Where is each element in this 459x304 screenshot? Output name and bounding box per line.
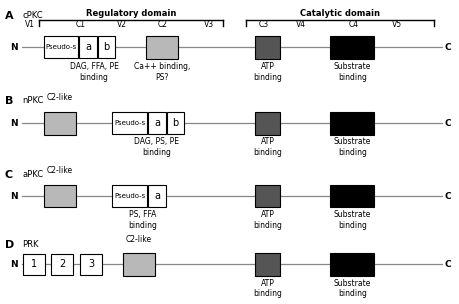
Text: N: N — [10, 260, 17, 269]
Bar — [80, 254, 102, 275]
Text: C4: C4 — [348, 20, 358, 29]
Text: ATP
binding: ATP binding — [253, 137, 282, 157]
Text: C2-like: C2-like — [47, 166, 73, 175]
Text: D: D — [5, 240, 14, 250]
Text: C: C — [444, 260, 451, 269]
Text: N: N — [10, 119, 17, 128]
Text: Ca++ binding,
PS?: Ca++ binding, PS? — [134, 62, 190, 82]
Text: C: C — [5, 170, 13, 180]
Text: ATP
binding: ATP binding — [253, 210, 282, 230]
Bar — [255, 185, 280, 208]
Text: Substrate
binding: Substrate binding — [334, 137, 371, 157]
Text: ATP
binding: ATP binding — [253, 62, 282, 82]
Text: 2: 2 — [59, 260, 66, 269]
Text: Substrate
binding: Substrate binding — [334, 279, 371, 299]
Text: C3: C3 — [259, 20, 269, 29]
Text: Regulatory domain: Regulatory domain — [86, 9, 176, 18]
Text: 1: 1 — [31, 260, 37, 269]
Text: b: b — [103, 42, 110, 52]
Text: V4: V4 — [296, 20, 306, 29]
Bar — [44, 185, 76, 208]
Text: PS, FFA
binding: PS, FFA binding — [128, 210, 157, 230]
Text: Catalytic domain: Catalytic domain — [300, 9, 380, 18]
Bar — [51, 254, 73, 275]
Bar — [79, 36, 97, 58]
Bar — [146, 36, 178, 59]
Text: a: a — [85, 42, 91, 52]
Bar — [330, 185, 374, 208]
Text: C2-like: C2-like — [126, 235, 152, 244]
Text: nPKC: nPKC — [22, 96, 44, 105]
Text: 3: 3 — [88, 260, 94, 269]
Bar — [148, 185, 166, 207]
Text: Substrate
binding: Substrate binding — [334, 62, 371, 82]
Bar — [255, 253, 280, 276]
Text: Pseudo-s: Pseudo-s — [114, 193, 146, 199]
Text: N: N — [10, 43, 17, 52]
Bar — [112, 112, 147, 134]
Text: ATP
binding: ATP binding — [253, 279, 282, 299]
Text: PRK: PRK — [22, 240, 39, 249]
Text: C: C — [444, 192, 451, 201]
Text: Pseudo-s: Pseudo-s — [45, 44, 77, 50]
Bar — [330, 36, 374, 59]
Bar — [167, 112, 184, 134]
Text: C2-like: C2-like — [47, 93, 73, 102]
Text: V1: V1 — [25, 20, 35, 29]
Text: C: C — [444, 43, 451, 52]
Bar — [330, 253, 374, 276]
Bar — [98, 36, 115, 58]
Bar — [255, 36, 280, 59]
Text: V3: V3 — [204, 20, 214, 29]
Text: C: C — [444, 119, 451, 128]
Bar — [44, 112, 76, 135]
Bar — [112, 185, 147, 207]
Text: DAG, PS, PE
binding: DAG, PS, PE binding — [134, 137, 179, 157]
Text: C2: C2 — [158, 20, 168, 29]
Bar — [330, 112, 374, 135]
Bar — [123, 253, 155, 276]
Text: V5: V5 — [392, 20, 402, 29]
Text: a: a — [154, 118, 160, 128]
Bar — [148, 112, 166, 134]
Text: V2: V2 — [117, 20, 127, 29]
Text: aPKC: aPKC — [22, 170, 43, 179]
Text: cPKC: cPKC — [22, 11, 43, 20]
Text: a: a — [154, 191, 160, 201]
Text: Substrate
binding: Substrate binding — [334, 210, 371, 230]
Text: b: b — [172, 118, 179, 128]
Bar — [44, 36, 78, 58]
Text: DAG, FFA, PE
binding: DAG, FFA, PE binding — [70, 62, 118, 82]
Text: N: N — [10, 192, 17, 201]
Text: C1: C1 — [75, 20, 85, 29]
Text: Pseudo-s: Pseudo-s — [114, 120, 146, 126]
Text: B: B — [5, 96, 13, 106]
Bar — [255, 112, 280, 135]
Text: A: A — [5, 11, 13, 21]
Bar — [23, 254, 45, 275]
